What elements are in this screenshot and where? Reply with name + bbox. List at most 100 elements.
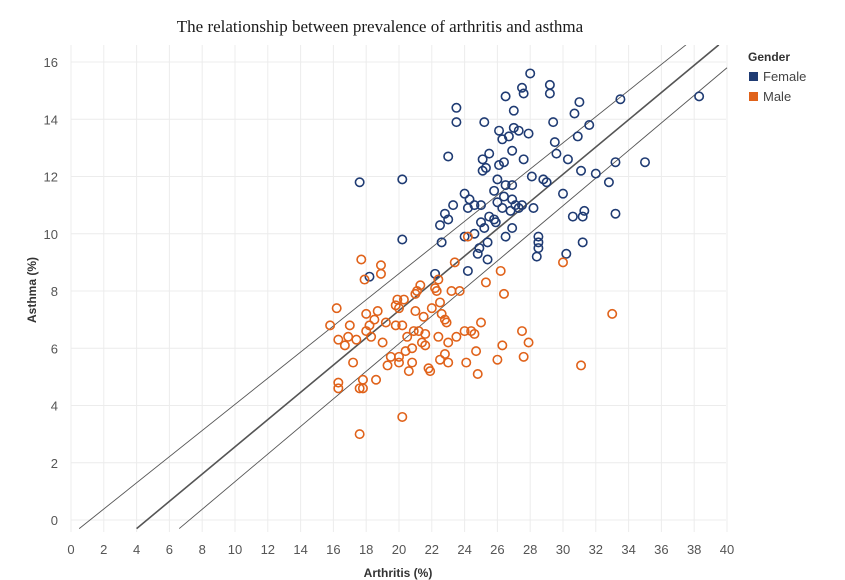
male-point	[354, 383, 365, 394]
male-point	[418, 311, 429, 322]
female-point	[494, 125, 505, 136]
grid	[70, 45, 728, 532]
male-point	[443, 357, 454, 368]
male-point	[557, 257, 568, 268]
x-tick-label: 6	[166, 542, 173, 557]
male-point	[333, 377, 344, 388]
male-point	[393, 303, 404, 314]
male-point	[443, 337, 454, 348]
male-point	[407, 357, 418, 368]
x-axis-ticks: 0 2 4 6 8 10 12 14 16 18 20 22 24 26 28 30 32 34 36 38 40	[67, 542, 734, 557]
male-point	[359, 274, 370, 285]
female-point	[484, 211, 495, 222]
female-point	[508, 122, 519, 133]
x-tick-label: 0	[67, 542, 74, 557]
female-point	[354, 177, 365, 188]
legend-title: Gender	[748, 50, 790, 64]
female-point	[541, 177, 552, 188]
y-tick-label: 12	[44, 170, 58, 185]
legend-label-male: Male	[763, 89, 791, 104]
male-point	[459, 326, 470, 337]
male-point	[415, 280, 426, 291]
female-point	[551, 148, 562, 159]
y-tick-label: 16	[44, 55, 58, 70]
male-point	[420, 328, 431, 339]
female-point	[572, 131, 583, 142]
female-point	[397, 234, 408, 245]
x-tick-label: 38	[687, 542, 701, 557]
x-tick-label: 20	[392, 542, 406, 557]
female-point	[579, 205, 590, 216]
female-point	[610, 208, 621, 219]
female-point	[500, 91, 511, 102]
female-point	[610, 157, 621, 168]
female-point	[576, 165, 587, 176]
female-point	[480, 162, 491, 173]
x-tick-label: 16	[326, 542, 340, 557]
female-point	[525, 68, 536, 79]
chart-title: The relationship between prevalence of a…	[177, 17, 584, 36]
legend: Gender Female Male	[748, 50, 806, 104]
male-point	[451, 331, 462, 342]
male-point	[439, 348, 450, 359]
female-point	[434, 220, 445, 231]
male-point	[333, 383, 344, 394]
female-point	[498, 157, 509, 168]
male-point	[393, 357, 404, 368]
male-point	[420, 340, 431, 351]
x-axis-title: Arthritis (%)	[364, 566, 433, 580]
female-point	[569, 108, 580, 119]
male-point	[472, 369, 483, 380]
male-point	[402, 331, 413, 342]
legend-label-female: Female	[763, 69, 806, 84]
male-point	[390, 320, 401, 331]
male-point	[333, 334, 344, 345]
female-point	[584, 119, 595, 130]
male-point	[607, 308, 618, 319]
x-tick-label: 2	[100, 542, 107, 557]
male-point	[471, 346, 482, 357]
female-point	[484, 148, 495, 159]
female-point	[503, 131, 514, 142]
female-point	[472, 248, 483, 259]
female-point	[528, 202, 539, 213]
male-point	[372, 306, 383, 317]
male-point	[518, 351, 529, 362]
male-point	[369, 314, 380, 325]
male-point	[434, 297, 445, 308]
male-point	[344, 320, 355, 331]
x-tick-label: 12	[261, 542, 275, 557]
trend-line	[136, 45, 720, 530]
female-point	[615, 94, 626, 105]
female-point	[567, 211, 578, 222]
male-point	[393, 351, 404, 362]
male-point	[351, 334, 362, 345]
y-tick-label: 10	[44, 227, 58, 242]
male-point	[356, 254, 367, 265]
male-point	[339, 340, 350, 351]
female-point	[443, 151, 454, 162]
x-tick-label: 8	[199, 542, 206, 557]
y-tick-label: 14	[44, 112, 58, 127]
x-tick-label: 22	[425, 542, 439, 557]
male-point	[433, 274, 444, 285]
male-point	[364, 320, 375, 331]
female-point	[492, 197, 503, 208]
x-tick-label: 34	[621, 542, 635, 557]
y-tick-label: 4	[51, 399, 58, 414]
legend-swatch-female	[749, 72, 758, 81]
female-point	[533, 231, 544, 242]
female-point	[464, 194, 475, 205]
female-point	[492, 174, 503, 185]
female-point	[694, 91, 705, 102]
female-point	[489, 185, 500, 196]
male-point	[498, 288, 509, 299]
male-point	[403, 366, 414, 377]
male-point	[441, 317, 452, 328]
male-point	[462, 231, 473, 242]
male-point	[431, 285, 442, 296]
female-point	[518, 88, 529, 99]
female-point	[603, 177, 614, 188]
male-point	[480, 277, 491, 288]
